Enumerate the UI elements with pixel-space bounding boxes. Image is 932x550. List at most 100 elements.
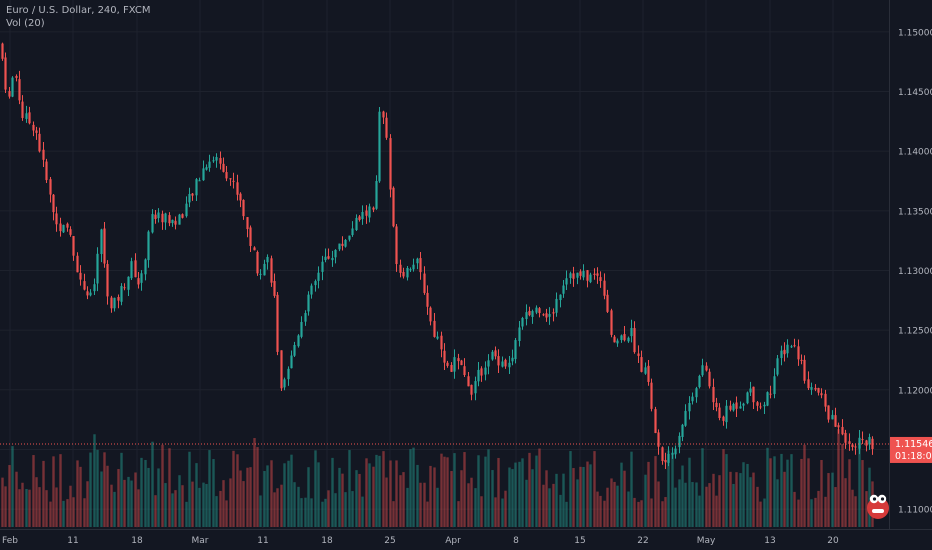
candle-body (868, 437, 871, 445)
candle-body (654, 409, 657, 434)
candle-body (372, 207, 375, 210)
candle-body (215, 157, 218, 161)
candle-body (198, 180, 201, 182)
candle-body (297, 335, 300, 347)
candle-body (810, 387, 813, 390)
candle-body (480, 368, 483, 376)
candle-body (766, 392, 769, 406)
candle-body (127, 276, 130, 290)
candle-body (222, 163, 225, 172)
volume-bar (565, 501, 568, 527)
candle-body (253, 247, 256, 251)
candle-body (225, 172, 228, 179)
candle-body (834, 415, 837, 427)
candle-body (501, 361, 504, 367)
volume-bar (599, 495, 602, 527)
candle-body (871, 438, 874, 449)
volume-bar (212, 459, 215, 527)
candle-body (273, 280, 276, 296)
candle-body (763, 404, 766, 407)
volume-bar (650, 498, 653, 527)
volume-bar (283, 463, 286, 527)
candle-body (96, 253, 99, 284)
volume-bar (691, 482, 694, 527)
volume-bar (851, 489, 854, 527)
volume-bar (222, 480, 225, 527)
volume-bar (436, 487, 439, 527)
volume-bar (191, 481, 194, 527)
candle-body (324, 256, 327, 261)
volume-bar (664, 497, 667, 527)
volume-bar (766, 447, 769, 527)
volume-bar (858, 442, 861, 527)
candle-body (321, 261, 324, 272)
volume-bar (348, 450, 351, 527)
candle-body (484, 367, 487, 375)
candle-body (368, 206, 371, 218)
volume-bar (759, 501, 762, 527)
volume-bar (389, 460, 392, 527)
candle-body (355, 217, 358, 231)
candle-body (725, 405, 728, 423)
time-axis[interactable]: Feb 11 18 Mar 11 18 25 Apr 8 15 22 May 13 20 (2, 536, 839, 546)
volume-bar (232, 450, 235, 527)
volume-bar (477, 455, 480, 527)
volume-bar (446, 457, 449, 527)
candle-body (827, 405, 830, 420)
y-tick-label: 1.11000 (898, 506, 932, 516)
volume-bar (324, 498, 327, 527)
mascot-icon[interactable] (867, 494, 889, 519)
volume-bar (470, 477, 473, 527)
volume-bar (137, 489, 140, 527)
candle-body (508, 362, 511, 368)
volume-bar (32, 455, 35, 527)
volume-bar (606, 487, 609, 527)
volume-bar (157, 468, 160, 527)
bar-countdown-label: 01:18:08 (895, 451, 932, 462)
candle-body (769, 393, 772, 395)
symbol-title[interactable]: Euro / U.S. Dollar, 240, FXCM (6, 5, 151, 16)
volume-bar (76, 460, 79, 527)
volume-bar (344, 492, 347, 527)
volume-bar (351, 491, 354, 527)
volume-bar (508, 467, 511, 527)
candle-body (572, 273, 575, 279)
volume-indicator-label[interactable]: Vol (20) (6, 18, 45, 29)
candle-body (212, 160, 215, 162)
volume-bar (62, 500, 65, 527)
candle-body (599, 277, 602, 282)
volume-bar (457, 501, 460, 527)
volume-bar (596, 491, 599, 527)
candle-body (678, 435, 681, 448)
candle-body (453, 357, 456, 372)
x-tick-label: 11 (257, 536, 268, 546)
candle-body (674, 448, 677, 455)
volume-bar (579, 466, 582, 527)
volume-bar (215, 496, 218, 527)
candle-body (239, 193, 242, 201)
candle-body (385, 117, 388, 138)
y-tick-label: 1.13000 (898, 267, 932, 277)
volume-bar (725, 454, 728, 527)
candle-body (276, 294, 279, 352)
candle-body (8, 91, 11, 97)
volume-bar (103, 452, 106, 527)
volume-bar (79, 466, 82, 527)
candle-body (229, 178, 232, 180)
candle-body (123, 287, 126, 289)
candle-body (446, 362, 449, 366)
volume-bar (674, 487, 677, 527)
candle-body (86, 291, 89, 296)
volume-bar (487, 449, 490, 527)
volume-bar (793, 491, 796, 527)
candle-body (814, 387, 817, 390)
volume-bar (769, 458, 772, 527)
candle-body (722, 416, 725, 421)
y-tick-label: 1.14500 (898, 88, 932, 98)
volume-bar (42, 460, 45, 527)
volume-bar (195, 463, 198, 527)
candle-body (752, 386, 755, 403)
candle-body (399, 264, 402, 273)
volume-bar (365, 458, 368, 527)
